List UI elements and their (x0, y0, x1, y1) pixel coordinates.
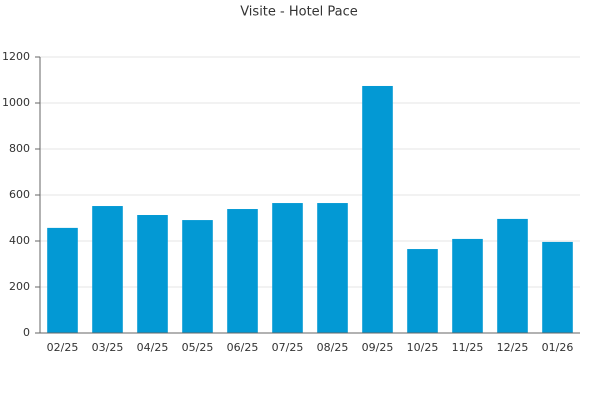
bar (362, 85, 393, 333)
bar (182, 220, 213, 333)
x-tick-label: 03/25 (92, 341, 124, 354)
y-tick-label: 0 (23, 326, 30, 339)
x-tick-label: 01/26 (542, 341, 574, 354)
x-tick-label: 04/25 (137, 341, 169, 354)
bar (542, 241, 573, 333)
x-tick-label: 05/25 (182, 341, 214, 354)
y-tick-label: 600 (9, 188, 30, 201)
y-tick-label: 1000 (2, 96, 30, 109)
x-tick-label: 09/25 (362, 341, 394, 354)
bar (497, 218, 528, 333)
x-tick-label: 06/25 (227, 341, 259, 354)
bar (47, 227, 78, 333)
x-tick-label: 07/25 (272, 341, 304, 354)
bar (272, 203, 303, 333)
bar (92, 206, 123, 333)
y-tick-label: 1200 (2, 50, 30, 63)
x-tick-label: 12/25 (497, 341, 529, 354)
bar (137, 215, 168, 333)
bar (317, 203, 348, 333)
x-tick-label: 10/25 (407, 341, 439, 354)
chart-title: Visite - Hotel Pace (240, 5, 358, 20)
x-tick-label: 02/25 (47, 341, 79, 354)
bar (407, 249, 438, 333)
bar (452, 238, 483, 333)
bar (227, 209, 258, 333)
y-tick-label: 200 (9, 280, 30, 293)
y-tick-label: 400 (9, 234, 30, 247)
x-tick-label: 08/25 (317, 341, 349, 354)
x-tick-label: 11/25 (452, 341, 484, 354)
y-tick-label: 800 (9, 142, 30, 155)
